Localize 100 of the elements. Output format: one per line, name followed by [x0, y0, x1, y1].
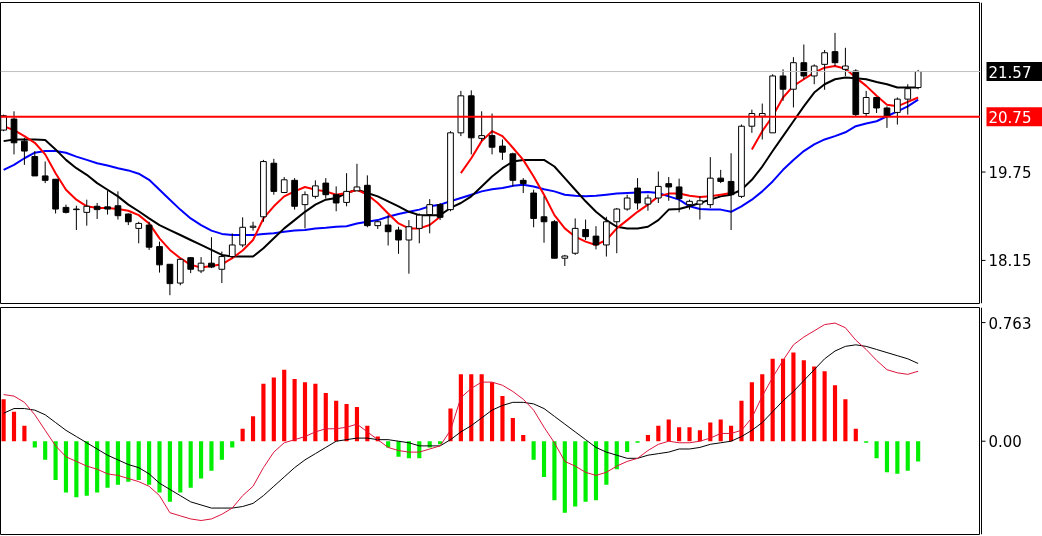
candlestick [904, 83, 912, 116]
candlestick [93, 202, 101, 220]
candlestick [644, 194, 652, 212]
candlestick [21, 137, 28, 166]
bar [84, 441, 89, 496]
bar [853, 428, 858, 442]
ref-line-label: 21.57 [988, 63, 1032, 82]
bar [115, 441, 121, 485]
line-series [3, 322, 919, 522]
y-tick-label: 0.763 [988, 314, 1032, 333]
candlestick [488, 113, 496, 155]
candlestick [800, 43, 808, 80]
candlestick [301, 190, 309, 229]
y-tick-label: 19.75 [988, 164, 1032, 183]
bar [905, 441, 910, 471]
candlestick [634, 177, 641, 211]
bar [458, 374, 463, 442]
bar [843, 399, 848, 442]
bar [812, 366, 817, 442]
candlestick [145, 221, 153, 251]
candlestick [322, 177, 330, 200]
bar [323, 393, 328, 442]
candlestick [478, 110, 486, 142]
bar [302, 382, 308, 442]
bar [53, 441, 58, 481]
bar [874, 441, 879, 459]
bar [687, 427, 692, 442]
candlestick [135, 221, 143, 244]
bar [147, 441, 152, 485]
ref-line-label: 20.75 [988, 108, 1032, 127]
bar [718, 419, 723, 442]
bar [510, 417, 515, 442]
bar [43, 441, 48, 460]
candlestick [83, 199, 91, 227]
candlestick [862, 90, 870, 117]
candlestick [499, 138, 506, 161]
candlestick [384, 214, 392, 247]
bar [209, 441, 214, 471]
candlestick [675, 178, 683, 213]
bar [344, 403, 349, 442]
bar [552, 441, 557, 501]
bar [95, 441, 100, 493]
bar [188, 441, 193, 488]
bar [313, 383, 318, 442]
candlestick [312, 179, 319, 200]
candlestick [592, 225, 600, 250]
bar [469, 374, 474, 442]
bar [250, 416, 256, 442]
candlestick [73, 205, 80, 231]
candlestick [426, 198, 434, 234]
bar [583, 441, 588, 502]
bar [198, 441, 204, 479]
candlestick [883, 105, 891, 129]
bar [801, 360, 806, 442]
candlestick [540, 195, 548, 244]
bar [625, 441, 630, 453]
bar [1, 399, 6, 442]
candlestick [582, 219, 589, 241]
candlestick [415, 212, 423, 244]
bar [645, 434, 651, 442]
bar [832, 385, 838, 442]
candlestick [779, 68, 787, 102]
candlestick [405, 219, 413, 275]
candlestick [894, 96, 901, 126]
candlestick [156, 241, 163, 274]
bar [541, 441, 547, 477]
bar [282, 369, 287, 442]
bar [230, 441, 235, 448]
bar [656, 425, 661, 442]
bar [760, 374, 765, 442]
bar [157, 441, 162, 493]
candlestick [114, 190, 122, 221]
bar [489, 382, 495, 442]
bar [178, 441, 183, 493]
bar [261, 383, 266, 442]
candlestick [831, 32, 839, 67]
bar [219, 441, 224, 460]
bar [666, 419, 671, 442]
y-tick-label: 0.00 [988, 433, 1022, 452]
bar [11, 411, 17, 442]
candlestick [343, 172, 350, 207]
y-tick-label: 18.15 [988, 252, 1032, 271]
bar [697, 430, 702, 442]
candlestick [176, 258, 184, 286]
candlestick [395, 226, 402, 255]
bar [916, 441, 921, 462]
bar [884, 441, 890, 473]
bar [22, 425, 27, 442]
bar [573, 441, 578, 507]
bar [822, 371, 827, 442]
candlestick [613, 207, 621, 254]
bar [531, 441, 536, 460]
bar [126, 441, 131, 482]
bar [791, 352, 796, 442]
candlestick [727, 152, 735, 231]
candlestick [166, 263, 174, 296]
candlestick [332, 185, 340, 212]
bar [63, 441, 69, 493]
candlestick [10, 110, 18, 155]
bar [770, 358, 775, 442]
